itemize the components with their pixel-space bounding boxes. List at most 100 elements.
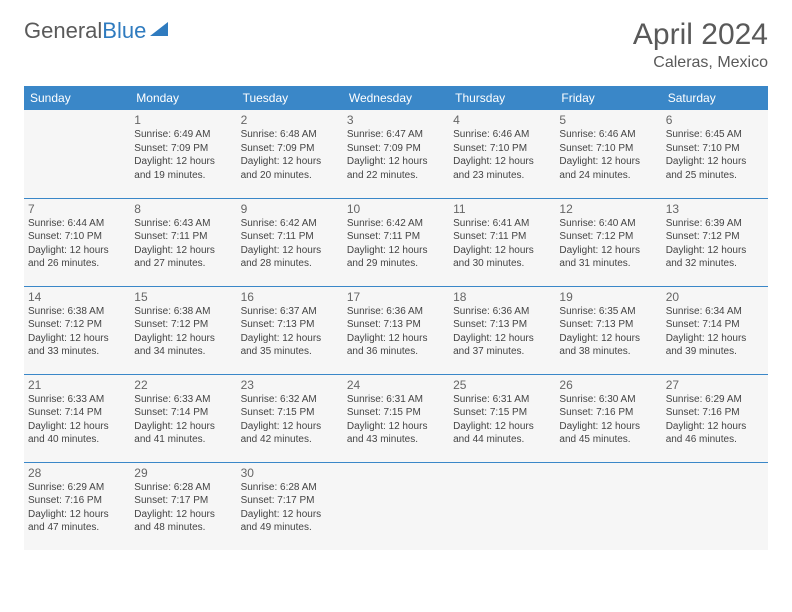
day-number: 2	[241, 113, 339, 127]
day-info: Sunrise: 6:28 AMSunset: 7:17 PMDaylight:…	[241, 481, 339, 535]
logo-text: GeneralBlue	[24, 18, 146, 44]
calendar-cell: 24Sunrise: 6:31 AMSunset: 7:15 PMDayligh…	[343, 374, 449, 462]
calendar-cell: 13Sunrise: 6:39 AMSunset: 7:12 PMDayligh…	[662, 198, 768, 286]
calendar-cell	[343, 462, 449, 550]
day-number: 4	[453, 113, 551, 127]
calendar-week: 28Sunrise: 6:29 AMSunset: 7:16 PMDayligh…	[24, 462, 768, 550]
header: GeneralBlue April 2024 Caleras, Mexico	[24, 18, 768, 72]
day-info: Sunrise: 6:35 AMSunset: 7:13 PMDaylight:…	[559, 305, 657, 359]
calendar-cell: 19Sunrise: 6:35 AMSunset: 7:13 PMDayligh…	[555, 286, 661, 374]
day-header: Tuesday	[237, 86, 343, 110]
calendar-cell: 11Sunrise: 6:41 AMSunset: 7:11 PMDayligh…	[449, 198, 555, 286]
day-number: 30	[241, 466, 339, 480]
calendar-cell: 16Sunrise: 6:37 AMSunset: 7:13 PMDayligh…	[237, 286, 343, 374]
logo-word1: General	[24, 18, 102, 43]
calendar-cell: 15Sunrise: 6:38 AMSunset: 7:12 PMDayligh…	[130, 286, 236, 374]
day-number: 6	[666, 113, 764, 127]
day-number: 8	[134, 202, 232, 216]
calendar-cell: 26Sunrise: 6:30 AMSunset: 7:16 PMDayligh…	[555, 374, 661, 462]
day-number: 16	[241, 290, 339, 304]
day-info: Sunrise: 6:36 AMSunset: 7:13 PMDaylight:…	[347, 305, 445, 359]
logo-triangle-icon	[150, 22, 168, 36]
day-info: Sunrise: 6:39 AMSunset: 7:12 PMDaylight:…	[666, 217, 764, 271]
day-header: Friday	[555, 86, 661, 110]
calendar-cell: 3Sunrise: 6:47 AMSunset: 7:09 PMDaylight…	[343, 110, 449, 198]
day-info: Sunrise: 6:46 AMSunset: 7:10 PMDaylight:…	[559, 128, 657, 182]
day-info: Sunrise: 6:49 AMSunset: 7:09 PMDaylight:…	[134, 128, 232, 182]
day-number: 17	[347, 290, 445, 304]
day-info: Sunrise: 6:33 AMSunset: 7:14 PMDaylight:…	[28, 393, 126, 447]
calendar-cell: 5Sunrise: 6:46 AMSunset: 7:10 PMDaylight…	[555, 110, 661, 198]
logo: GeneralBlue	[24, 18, 168, 44]
day-number: 3	[347, 113, 445, 127]
day-info: Sunrise: 6:38 AMSunset: 7:12 PMDaylight:…	[28, 305, 126, 359]
day-info: Sunrise: 6:42 AMSunset: 7:11 PMDaylight:…	[241, 217, 339, 271]
day-info: Sunrise: 6:29 AMSunset: 7:16 PMDaylight:…	[28, 481, 126, 535]
title-block: April 2024 Caleras, Mexico	[633, 18, 768, 72]
calendar-cell: 2Sunrise: 6:48 AMSunset: 7:09 PMDaylight…	[237, 110, 343, 198]
calendar-cell: 8Sunrise: 6:43 AMSunset: 7:11 PMDaylight…	[130, 198, 236, 286]
calendar-cell: 25Sunrise: 6:31 AMSunset: 7:15 PMDayligh…	[449, 374, 555, 462]
day-number: 28	[28, 466, 126, 480]
day-info: Sunrise: 6:43 AMSunset: 7:11 PMDaylight:…	[134, 217, 232, 271]
day-info: Sunrise: 6:45 AMSunset: 7:10 PMDaylight:…	[666, 128, 764, 182]
day-info: Sunrise: 6:28 AMSunset: 7:17 PMDaylight:…	[134, 481, 232, 535]
calendar-cell: 18Sunrise: 6:36 AMSunset: 7:13 PMDayligh…	[449, 286, 555, 374]
day-info: Sunrise: 6:32 AMSunset: 7:15 PMDaylight:…	[241, 393, 339, 447]
calendar-cell: 20Sunrise: 6:34 AMSunset: 7:14 PMDayligh…	[662, 286, 768, 374]
day-number: 10	[347, 202, 445, 216]
calendar-week: 1Sunrise: 6:49 AMSunset: 7:09 PMDaylight…	[24, 110, 768, 198]
calendar-cell: 22Sunrise: 6:33 AMSunset: 7:14 PMDayligh…	[130, 374, 236, 462]
day-number: 14	[28, 290, 126, 304]
day-number: 18	[453, 290, 551, 304]
day-number: 9	[241, 202, 339, 216]
day-info: Sunrise: 6:31 AMSunset: 7:15 PMDaylight:…	[347, 393, 445, 447]
day-info: Sunrise: 6:40 AMSunset: 7:12 PMDaylight:…	[559, 217, 657, 271]
day-number: 27	[666, 378, 764, 392]
day-header: Sunday	[24, 86, 130, 110]
day-number: 12	[559, 202, 657, 216]
day-number: 20	[666, 290, 764, 304]
calendar-cell	[449, 462, 555, 550]
logo-word2: Blue	[102, 18, 146, 43]
calendar-cell: 30Sunrise: 6:28 AMSunset: 7:17 PMDayligh…	[237, 462, 343, 550]
day-header: Monday	[130, 86, 236, 110]
day-info: Sunrise: 6:33 AMSunset: 7:14 PMDaylight:…	[134, 393, 232, 447]
day-header: Saturday	[662, 86, 768, 110]
calendar-cell: 10Sunrise: 6:42 AMSunset: 7:11 PMDayligh…	[343, 198, 449, 286]
day-info: Sunrise: 6:44 AMSunset: 7:10 PMDaylight:…	[28, 217, 126, 271]
calendar-cell: 14Sunrise: 6:38 AMSunset: 7:12 PMDayligh…	[24, 286, 130, 374]
day-number: 11	[453, 202, 551, 216]
calendar-cell: 27Sunrise: 6:29 AMSunset: 7:16 PMDayligh…	[662, 374, 768, 462]
month-title: April 2024	[633, 18, 768, 52]
calendar-cell: 9Sunrise: 6:42 AMSunset: 7:11 PMDaylight…	[237, 198, 343, 286]
day-number: 19	[559, 290, 657, 304]
calendar-cell	[24, 110, 130, 198]
day-header: Wednesday	[343, 86, 449, 110]
day-info: Sunrise: 6:30 AMSunset: 7:16 PMDaylight:…	[559, 393, 657, 447]
day-info: Sunrise: 6:37 AMSunset: 7:13 PMDaylight:…	[241, 305, 339, 359]
day-number: 22	[134, 378, 232, 392]
calendar-cell: 4Sunrise: 6:46 AMSunset: 7:10 PMDaylight…	[449, 110, 555, 198]
day-number: 24	[347, 378, 445, 392]
day-number: 15	[134, 290, 232, 304]
day-number: 21	[28, 378, 126, 392]
calendar-cell	[555, 462, 661, 550]
calendar-cell: 6Sunrise: 6:45 AMSunset: 7:10 PMDaylight…	[662, 110, 768, 198]
calendar-cell	[662, 462, 768, 550]
day-number: 1	[134, 113, 232, 127]
day-info: Sunrise: 6:48 AMSunset: 7:09 PMDaylight:…	[241, 128, 339, 182]
day-info: Sunrise: 6:36 AMSunset: 7:13 PMDaylight:…	[453, 305, 551, 359]
day-info: Sunrise: 6:38 AMSunset: 7:12 PMDaylight:…	[134, 305, 232, 359]
day-info: Sunrise: 6:41 AMSunset: 7:11 PMDaylight:…	[453, 217, 551, 271]
calendar-cell: 7Sunrise: 6:44 AMSunset: 7:10 PMDaylight…	[24, 198, 130, 286]
calendar-week: 21Sunrise: 6:33 AMSunset: 7:14 PMDayligh…	[24, 374, 768, 462]
day-header-row: SundayMondayTuesdayWednesdayThursdayFrid…	[24, 86, 768, 110]
calendar-body: 1Sunrise: 6:49 AMSunset: 7:09 PMDaylight…	[24, 110, 768, 550]
day-info: Sunrise: 6:42 AMSunset: 7:11 PMDaylight:…	[347, 217, 445, 271]
calendar-cell: 1Sunrise: 6:49 AMSunset: 7:09 PMDaylight…	[130, 110, 236, 198]
day-info: Sunrise: 6:46 AMSunset: 7:10 PMDaylight:…	[453, 128, 551, 182]
day-number: 5	[559, 113, 657, 127]
calendar-cell: 28Sunrise: 6:29 AMSunset: 7:16 PMDayligh…	[24, 462, 130, 550]
day-info: Sunrise: 6:31 AMSunset: 7:15 PMDaylight:…	[453, 393, 551, 447]
